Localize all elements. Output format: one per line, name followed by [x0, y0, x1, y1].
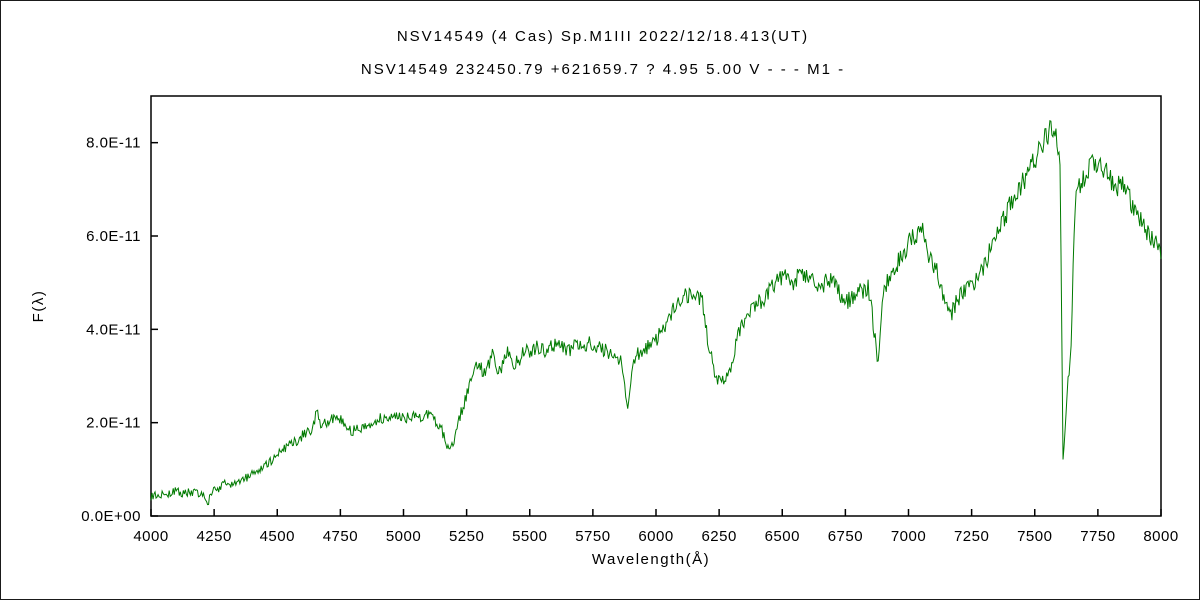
spectrum-line [150, 119, 1162, 506]
x-tick-label: 5750 [575, 528, 610, 545]
x-tick-label: 4000 [133, 528, 168, 545]
x-tick-label: 8000 [1143, 528, 1178, 545]
y-tick-label: 4.0E-11 [86, 321, 141, 338]
x-axis-label: Wavelength(Å) [592, 551, 710, 568]
plot-area: 4000 4250 4500 4750 5000 5250 5500 5750 6000 6250… [81, 95, 1178, 545]
x-tick-label: 7500 [1017, 528, 1052, 545]
x-tick-label: 6750 [828, 528, 863, 545]
x-tick-label: 7750 [1080, 528, 1115, 545]
x-tick-label: 4750 [323, 528, 358, 545]
plot-border [150, 95, 1162, 517]
x-tick-label: 6500 [765, 528, 800, 545]
y-tick-label: 2.0E-11 [86, 415, 141, 432]
x-tick-label: 6000 [638, 528, 673, 545]
x-tick-label: 7250 [954, 528, 989, 545]
y-tick-label: 8.0E-11 [86, 135, 141, 152]
x-tick-label: 6250 [701, 528, 736, 545]
x-tick-label: 5250 [449, 528, 484, 545]
x-tick-label: 5000 [386, 528, 421, 545]
x-tick-label: 5500 [512, 528, 547, 545]
x-tick-label: 7000 [891, 528, 926, 545]
chart-title-line-2: NSV14549 232450.79 +621659.7 ? 4.95 5.00… [361, 61, 845, 78]
x-tick-label: 4500 [260, 528, 295, 545]
y-tick-label: 6.0E-11 [86, 228, 141, 245]
x-tick-label: 4250 [196, 528, 231, 545]
chart-title-line-1: NSV14549 (4 Cas) Sp.M1III 2022/12/18.413… [397, 28, 809, 45]
y-axis-label: F(λ) [30, 290, 47, 323]
y-tick-label: 0.0E+00 [81, 508, 141, 525]
